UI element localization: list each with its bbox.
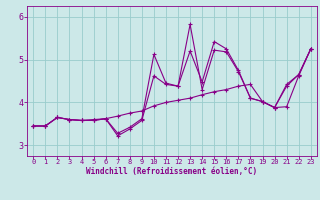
X-axis label: Windchill (Refroidissement éolien,°C): Windchill (Refroidissement éolien,°C) xyxy=(86,167,258,176)
